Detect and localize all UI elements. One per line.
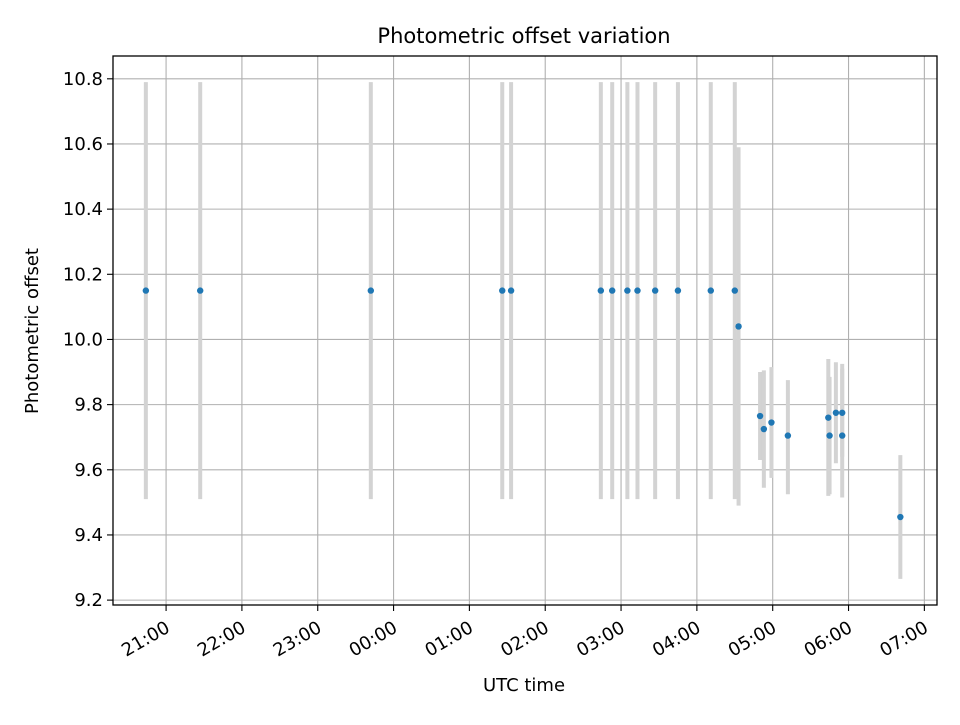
x-axis-title: UTC time [483,675,565,696]
y-tick-label: 9.4 [74,525,103,546]
y-tick-label: 9.8 [74,395,103,416]
data-point [597,287,605,294]
data-point [784,432,792,439]
chart-title: Photometric offset variation [377,24,670,48]
grid-lines [113,56,937,605]
data-point [651,287,659,294]
data-point [609,287,616,294]
data-point [707,287,714,294]
data-point [674,287,682,294]
y-tick-label: 9.6 [74,460,103,481]
data-points [142,287,904,521]
plot-area-frame [112,55,938,606]
y-tick-label: 10.6 [63,134,103,155]
data-point [634,287,641,294]
data-point [760,425,768,433]
y-axis-title: Photometric offset [22,248,43,414]
data-point [367,287,375,294]
data-point [832,409,840,416]
y-tick-label: 10.4 [63,199,103,220]
data-point [826,432,833,439]
y-axis-ticks: 9.2 9.4 9.6 9.8 10.0 10.2 10.4 10.6 10.8 [63,69,113,611]
y-tick-label: 10.8 [63,69,103,90]
data-point [768,419,775,426]
data-point [756,412,764,420]
y-tick-label: 10.0 [63,329,103,350]
data-point [142,287,150,294]
data-point [499,287,506,294]
data-point [731,287,738,294]
data-point [624,287,631,294]
data-point [507,287,515,294]
data-point [197,287,204,294]
data-point [735,323,742,330]
y-tick-label: 9.2 [74,590,103,611]
data-point [839,409,846,416]
data-point [897,513,904,521]
y-tick-label: 10.2 [63,264,103,285]
data-point [839,432,846,439]
data-point [825,414,832,421]
